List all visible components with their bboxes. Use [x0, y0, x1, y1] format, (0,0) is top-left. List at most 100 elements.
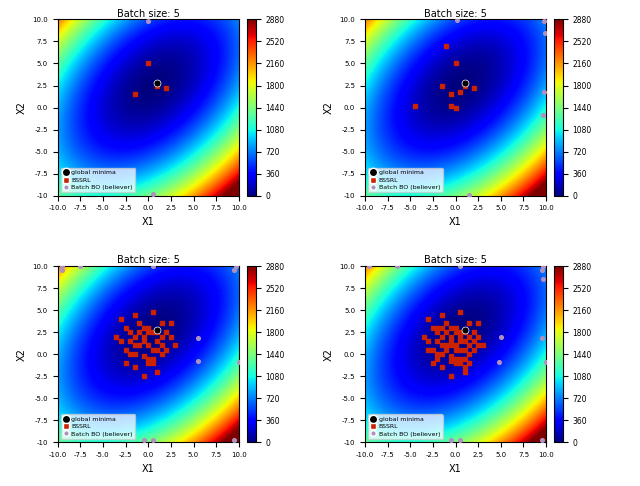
Point	[148, 359, 158, 367]
Point	[129, 311, 140, 318]
Point	[148, 308, 158, 316]
Point	[455, 88, 465, 96]
Point	[540, 17, 550, 25]
Point	[139, 372, 149, 380]
Point	[116, 315, 126, 323]
Point	[143, 355, 154, 363]
Point	[442, 342, 452, 349]
Point	[437, 350, 447, 358]
Point	[148, 436, 158, 444]
Title: Batch size: 5: Batch size: 5	[116, 255, 180, 265]
Point	[152, 328, 163, 336]
Point	[148, 346, 158, 354]
Point	[432, 328, 442, 336]
Point	[437, 82, 447, 89]
Point	[536, 334, 547, 342]
Point	[134, 328, 144, 336]
Point	[460, 368, 470, 376]
Y-axis label: X2: X2	[17, 348, 27, 361]
Point	[460, 346, 470, 354]
Point	[143, 17, 154, 25]
Point	[148, 262, 158, 270]
Point	[455, 355, 465, 363]
Point	[116, 337, 126, 345]
Point	[193, 357, 203, 365]
Point	[451, 104, 461, 112]
Point	[494, 358, 504, 366]
Point	[451, 355, 461, 363]
Point	[460, 355, 470, 363]
Point	[139, 324, 149, 331]
Point	[152, 82, 163, 89]
Point	[129, 332, 140, 340]
Point	[161, 84, 172, 92]
Point	[157, 350, 167, 358]
Point	[496, 332, 506, 340]
Point	[451, 342, 461, 349]
Point	[148, 328, 158, 336]
Point	[231, 262, 241, 270]
Point	[120, 324, 131, 331]
Point	[129, 90, 140, 98]
Point	[111, 332, 122, 340]
Point	[455, 359, 465, 367]
Point	[473, 342, 483, 349]
Point	[234, 358, 244, 366]
Y-axis label: X2: X2	[324, 348, 334, 361]
Point	[446, 357, 456, 365]
Point	[442, 328, 452, 336]
Point	[455, 332, 465, 340]
Point	[451, 324, 461, 331]
Point	[410, 102, 420, 110]
Point	[75, 262, 85, 270]
Point	[157, 342, 167, 349]
Legend: global minima, BSSRL, Batch BO (believer): global minima, BSSRL, Batch BO (believer…	[368, 414, 443, 439]
Point	[157, 319, 167, 327]
Point	[152, 346, 163, 354]
Point	[451, 359, 461, 367]
Y-axis label: X2: X2	[324, 101, 334, 114]
Point	[129, 364, 140, 371]
Point	[446, 372, 456, 380]
X-axis label: X1: X1	[449, 217, 462, 227]
Point	[392, 262, 402, 270]
Point	[473, 319, 483, 327]
Point	[229, 267, 239, 275]
Point	[455, 328, 465, 336]
Point	[464, 319, 474, 327]
Point	[468, 328, 479, 336]
Point	[464, 191, 474, 199]
Point	[139, 332, 149, 340]
Point	[452, 17, 463, 24]
Point	[455, 346, 465, 354]
Point	[437, 324, 447, 331]
Point	[460, 337, 470, 345]
Point	[446, 337, 456, 345]
Point	[437, 342, 447, 349]
Point	[437, 364, 447, 371]
Point	[419, 332, 429, 340]
Point	[538, 276, 548, 283]
Point	[446, 352, 456, 360]
Point	[451, 346, 461, 354]
Point	[464, 350, 474, 358]
Title: Batch size: 5: Batch size: 5	[424, 9, 487, 18]
Point	[432, 355, 442, 363]
Point	[161, 346, 172, 354]
X-axis label: X1: X1	[142, 464, 155, 473]
Point	[432, 350, 442, 358]
X-axis label: X1: X1	[449, 464, 462, 473]
Point	[143, 60, 154, 68]
Point	[460, 364, 470, 371]
Point	[455, 337, 465, 345]
Point	[423, 315, 433, 323]
Point	[446, 90, 456, 98]
Point	[148, 355, 158, 363]
Title: Batch size: 5: Batch size: 5	[116, 9, 180, 18]
Point	[477, 342, 488, 349]
Point	[120, 359, 131, 367]
Point	[464, 342, 474, 349]
Point	[432, 324, 442, 331]
Point	[536, 436, 547, 444]
Point	[120, 346, 131, 354]
